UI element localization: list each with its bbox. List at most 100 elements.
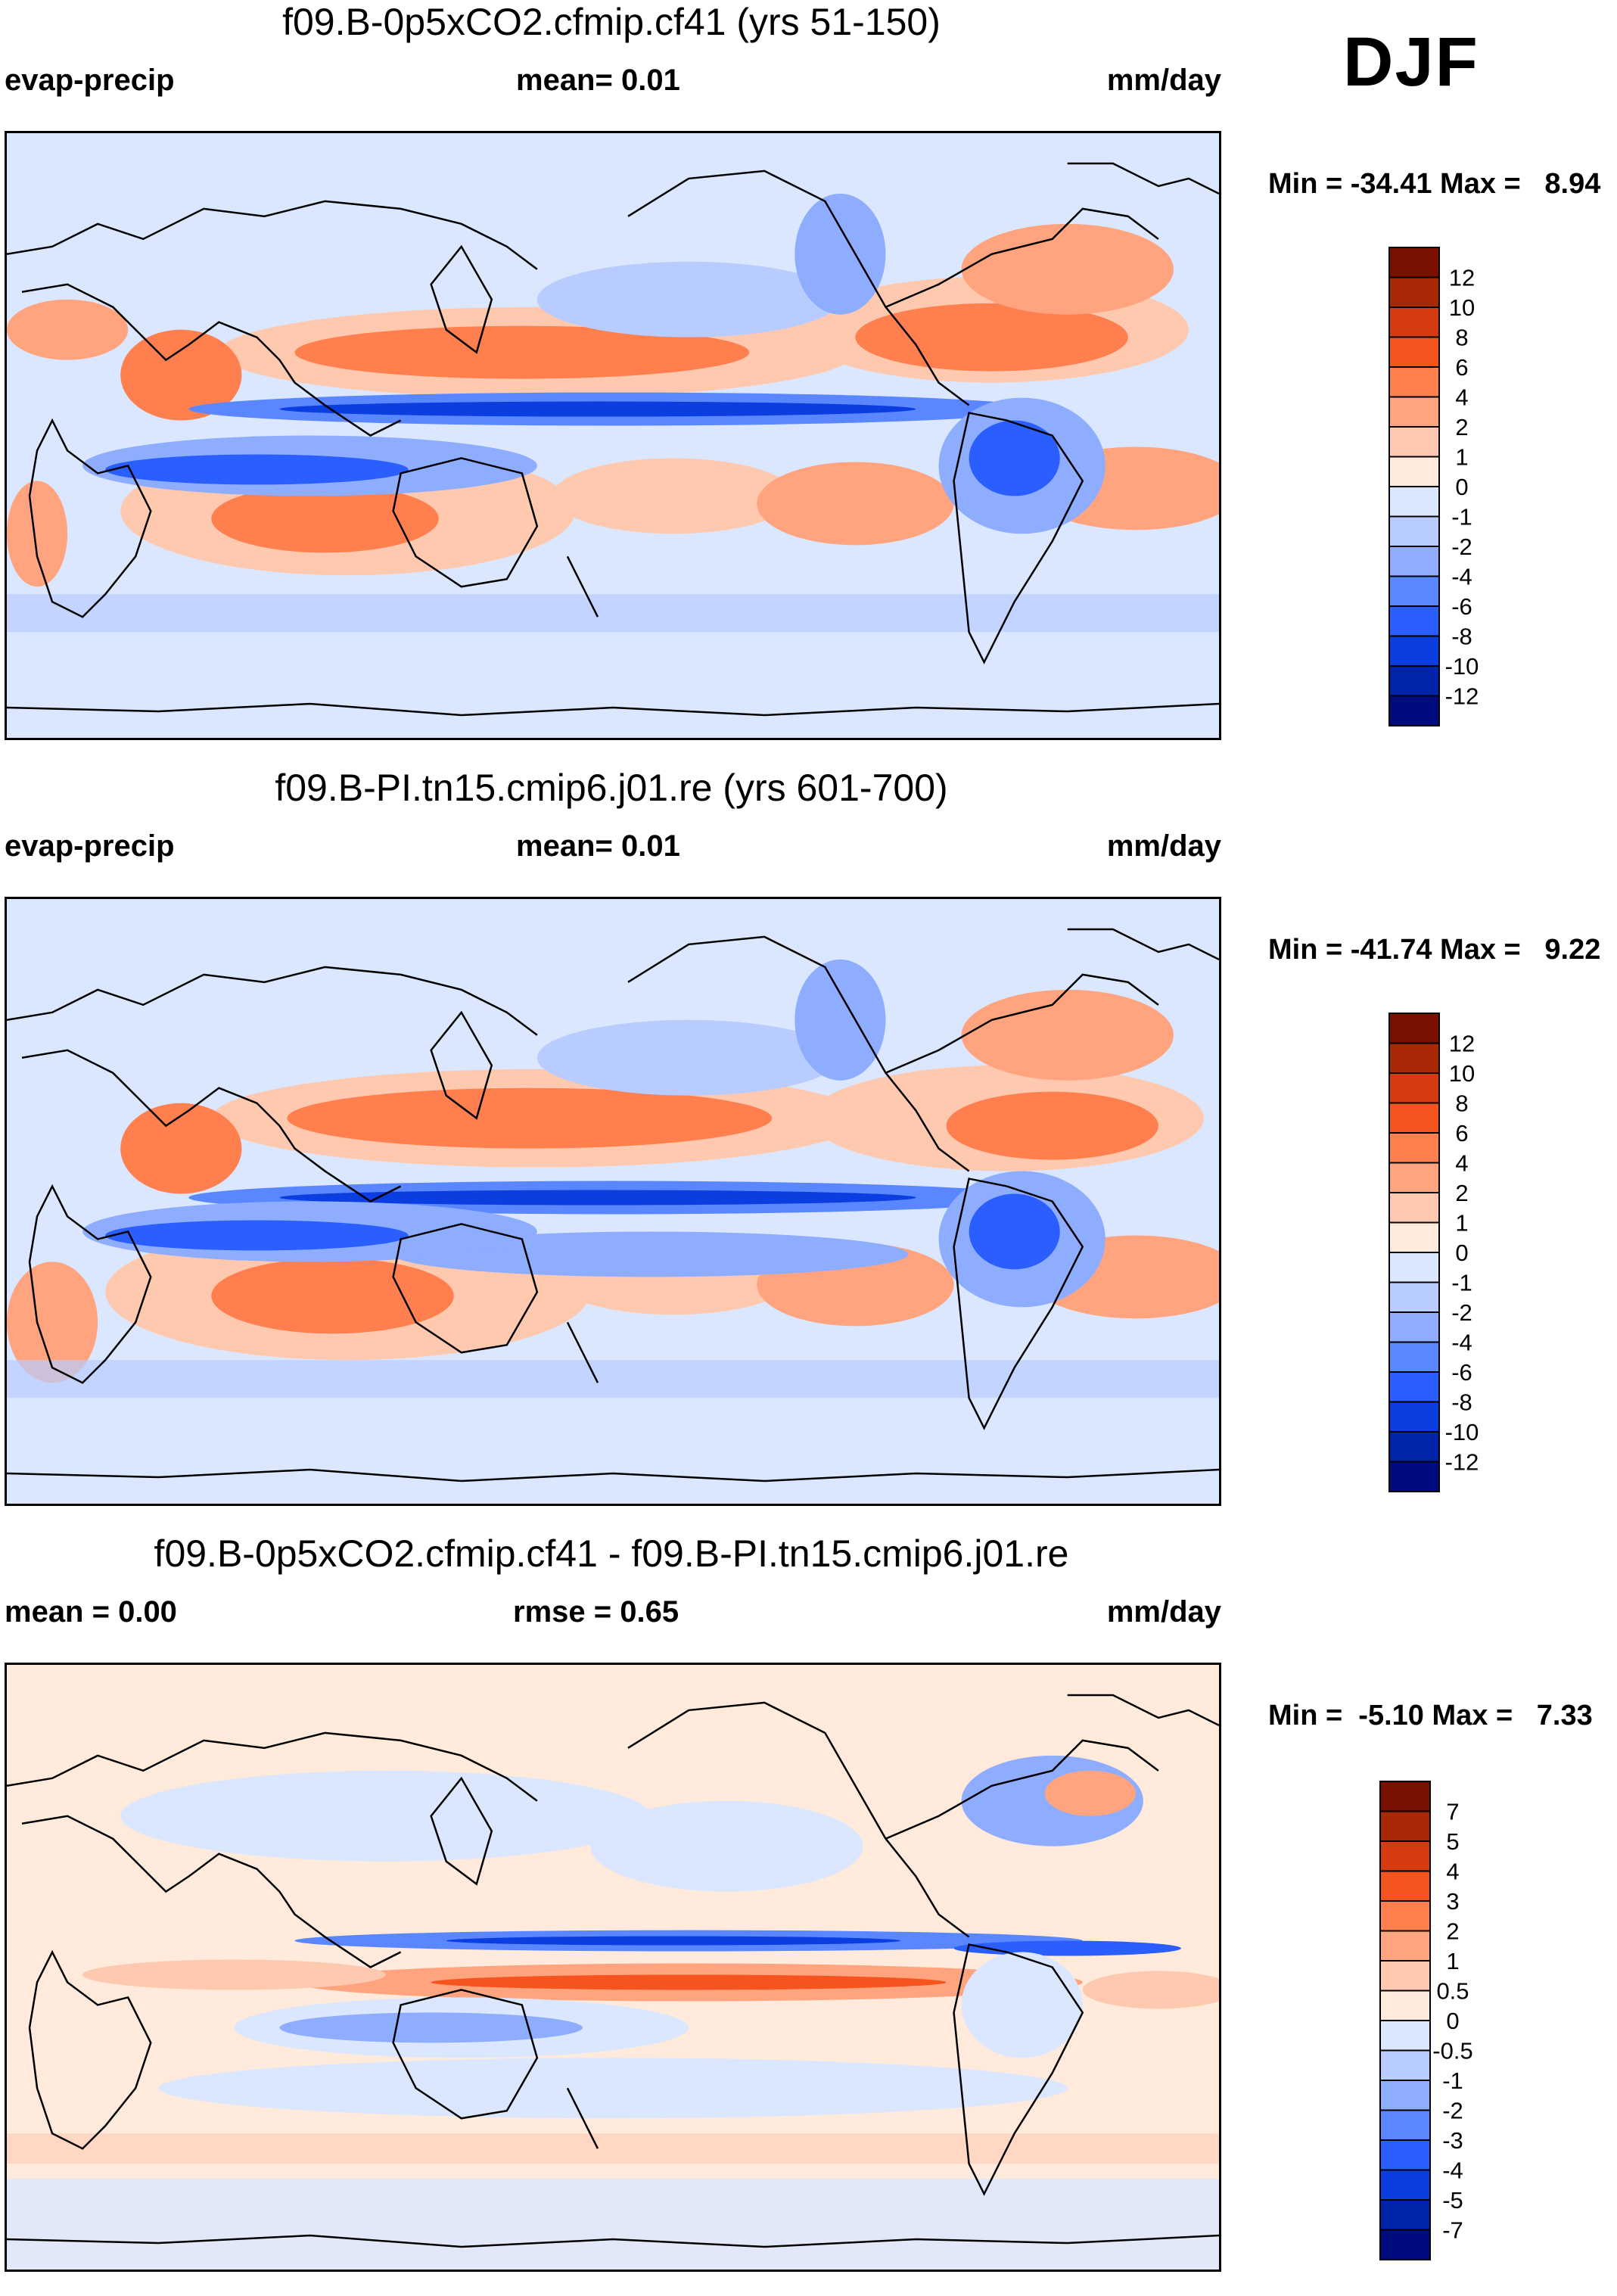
colorbar-tick-label: -6 bbox=[1451, 593, 1472, 620]
panel-difference: f09.B-0p5xCO2.cfmip.cf41 - f09.B-PI.tn15… bbox=[0, 1532, 1617, 2296]
colorbar-tick-label: 0 bbox=[1446, 2008, 1459, 2034]
colorbar-tick-label: 2 bbox=[1455, 1180, 1468, 1206]
units-label: mm/day bbox=[1106, 64, 1221, 97]
map-field-svg bbox=[7, 133, 1219, 738]
colorbar-box bbox=[1388, 1221, 1440, 1253]
colorbar-tick-label: 0 bbox=[1455, 474, 1468, 500]
map-field-svg bbox=[7, 1665, 1219, 2270]
mean-label: mean = 0.00 bbox=[5, 1595, 177, 1629]
season-label: DJF bbox=[1343, 23, 1479, 101]
world-map bbox=[5, 1663, 1221, 2272]
colorbar-box bbox=[1379, 1990, 1431, 2021]
colorbar-box bbox=[1379, 2109, 1431, 2141]
colorbar-tick-label: 6 bbox=[1455, 354, 1468, 381]
colorbar-boxes bbox=[1388, 1013, 1440, 1492]
colorbar-box bbox=[1379, 1930, 1431, 1962]
colorbar-tick-label: 0.5 bbox=[1436, 1978, 1469, 2005]
colorbar-tick-label: -10 bbox=[1445, 653, 1479, 680]
units-label: mm/day bbox=[1106, 1595, 1221, 1629]
colorbar-tick-label: 12 bbox=[1449, 265, 1475, 291]
colorbar-labels: 7 5 4 3 2 1 0.5 0 -0.5 -1 -2 -3 -4 -5 -7 bbox=[1432, 1799, 1472, 2244]
colorbar-tick-label: -8 bbox=[1451, 624, 1472, 650]
colorbar-box bbox=[1379, 1810, 1431, 1842]
colorbar-box bbox=[1388, 1461, 1440, 1492]
colorbar-box bbox=[1388, 695, 1440, 726]
colorbar-box bbox=[1388, 1013, 1440, 1044]
colorbar-tick-label: 3 bbox=[1446, 1888, 1459, 1915]
colorbar-tick-label: -4 bbox=[1442, 2158, 1463, 2184]
colorbar-tick-label: 8 bbox=[1455, 1090, 1468, 1117]
colorbar-tick-label: 4 bbox=[1455, 384, 1468, 411]
mean-label: mean= 0.01 bbox=[516, 829, 680, 863]
colorbar-box bbox=[1388, 1132, 1440, 1164]
colorbar-box bbox=[1388, 1252, 1440, 1283]
colorbar-boxes bbox=[1379, 1781, 1431, 2260]
minmax-label: Min = -34.41 Max = 8.94 bbox=[1268, 168, 1601, 200]
colorbar-tick-label: 1 bbox=[1455, 444, 1468, 471]
colorbar-tick-label: -4 bbox=[1451, 564, 1472, 590]
panel-control: f09.B-0p5xCO2.cfmip.cf41 (yrs 51-150) ev… bbox=[0, 0, 1617, 764]
colorbar-box bbox=[1388, 1311, 1440, 1343]
colorbar-tick-label: -8 bbox=[1451, 1389, 1472, 1416]
mean-label: mean= 0.01 bbox=[516, 64, 680, 97]
colorbar-tick-label: 8 bbox=[1455, 325, 1468, 351]
colorbar-box bbox=[1388, 426, 1440, 458]
colorbar-tick-label: 2 bbox=[1455, 414, 1468, 440]
colorbar-tick-label: -10 bbox=[1445, 1419, 1479, 1445]
colorbar-box bbox=[1388, 635, 1440, 667]
colorbar-box bbox=[1388, 1341, 1440, 1373]
colorbar: 12 10 8 6 4 2 1 0 -1 -2 -4 -6 -8 -10 -12 bbox=[1388, 247, 1586, 732]
colorbar-tick-label: -2 bbox=[1442, 2098, 1463, 2124]
colorbar-box bbox=[1379, 1870, 1431, 1902]
colorbar-svg: 7 5 4 3 2 1 0.5 0 -0.5 -1 -2 -3 -4 -5 -7 bbox=[1379, 1781, 1473, 2260]
colorbar-box bbox=[1379, 2049, 1431, 2081]
colorbar-box bbox=[1388, 456, 1440, 487]
minmax-label: Min = -5.10 Max = 7.33 bbox=[1268, 1700, 1593, 1731]
colorbar-box bbox=[1388, 486, 1440, 518]
colorbar-box bbox=[1388, 396, 1440, 428]
panel-title: f09.B-0p5xCO2.cfmip.cf41 (yrs 51-150) bbox=[282, 1, 941, 43]
world-map bbox=[5, 131, 1221, 740]
units-label: mm/day bbox=[1106, 829, 1221, 863]
panel-title: f09.B-0p5xCO2.cfmip.cf41 - f09.B-PI.tn15… bbox=[154, 1532, 1069, 1575]
colorbar-tick-label: -0.5 bbox=[1432, 2038, 1472, 2064]
panel-experiment: f09.B-PI.tn15.cmip6.j01.re (yrs 601-700)… bbox=[0, 766, 1617, 1530]
colorbar-tick-label: 12 bbox=[1449, 1031, 1475, 1057]
colorbar-box bbox=[1388, 336, 1440, 368]
colorbar-tick-label: -12 bbox=[1445, 683, 1479, 710]
colorbar-tick-label: -2 bbox=[1451, 534, 1472, 560]
variable-label: evap-precip bbox=[5, 829, 175, 863]
colorbar-box bbox=[1379, 2199, 1431, 2231]
colorbar-tick-label: 2 bbox=[1446, 1918, 1459, 1945]
colorbar-box bbox=[1379, 2080, 1431, 2111]
colorbar-box bbox=[1388, 665, 1440, 697]
colorbar: 12 10 8 6 4 2 1 0 -1 -2 -4 -6 -8 -10 -12 bbox=[1388, 1013, 1586, 1498]
colorbar-box bbox=[1379, 2169, 1431, 2201]
colorbar-box bbox=[1388, 1371, 1440, 1403]
colorbar-tick-label: 1 bbox=[1455, 1210, 1468, 1237]
colorbar-box bbox=[1388, 546, 1440, 577]
colorbar-tick-label: -1 bbox=[1451, 504, 1472, 530]
colorbar-tick-label: 7 bbox=[1446, 1799, 1459, 1825]
colorbar-box bbox=[1388, 366, 1440, 398]
colorbar-tick-label: 0 bbox=[1455, 1240, 1468, 1266]
colorbar-box bbox=[1388, 306, 1440, 338]
colorbar-tick-label: 6 bbox=[1455, 1120, 1468, 1146]
colorbar-box bbox=[1388, 1192, 1440, 1224]
colorbar-box bbox=[1379, 1781, 1431, 1812]
variable-label: evap-precip bbox=[5, 64, 175, 97]
colorbar-tick-label: -1 bbox=[1451, 1270, 1472, 1296]
colorbar-box bbox=[1388, 1401, 1440, 1433]
colorbar-tick-label: -12 bbox=[1445, 1449, 1479, 1476]
world-map bbox=[5, 897, 1221, 1506]
colorbar-box bbox=[1379, 1960, 1431, 1992]
colorbar-box bbox=[1379, 2020, 1431, 2052]
colorbar: 7 5 4 3 2 1 0.5 0 -0.5 -1 -2 -3 -4 -5 -7 bbox=[1379, 1781, 1577, 2296]
colorbar-box bbox=[1388, 1102, 1440, 1134]
colorbar-box bbox=[1379, 2229, 1431, 2260]
colorbar-box bbox=[1388, 575, 1440, 607]
